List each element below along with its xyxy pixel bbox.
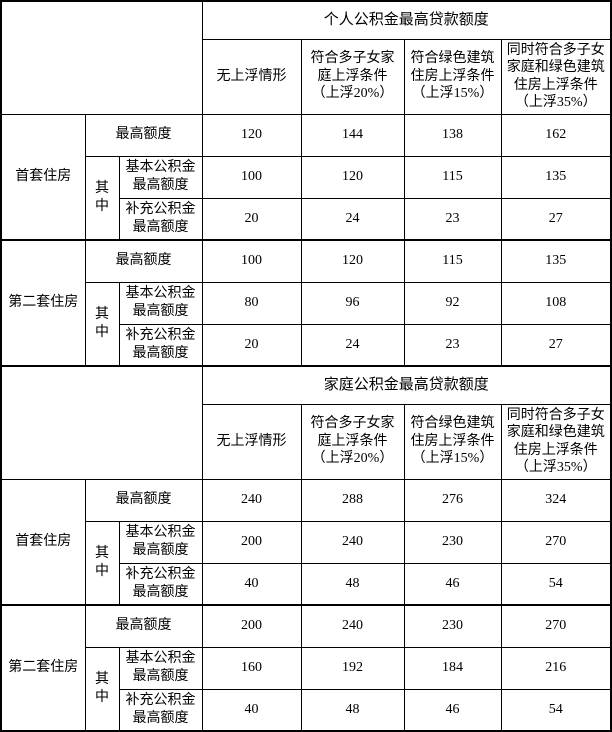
value-cell: 144	[300, 113, 405, 157]
value-cell: 40	[201, 562, 302, 606]
section-title: 个人公积金最高贷款额度	[201, 0, 612, 40]
table-row: 补充公积金最高额度 40 48 46 54	[1, 562, 612, 606]
row-label: 最高额度	[84, 604, 203, 648]
value-cell: 160	[201, 646, 302, 690]
value-cell: 100	[201, 155, 302, 199]
column-header-both-conditions: 同时符合多子女家庭和绿色建筑住房上浮条件（上浮35%）	[500, 38, 612, 115]
value-cell: 135	[500, 239, 612, 283]
row-label: 基本公积金最高额度	[118, 646, 203, 690]
value-cell: 108	[500, 281, 612, 325]
value-cell: 24	[300, 323, 405, 367]
column-header-green-building: 符合绿色建筑住房上浮条件（上浮15%）	[403, 403, 502, 480]
value-cell: 200	[201, 604, 302, 648]
section-2-title-row: 家庭公积金最高贷款额度	[0, 365, 612, 480]
value-cell: 20	[201, 197, 302, 241]
corner-cell	[0, 365, 203, 480]
table-row: 第二套住房 最高额度 200 240 230 270	[0, 604, 612, 732]
value-cell: 48	[300, 562, 405, 606]
value-cell: 276	[403, 478, 502, 522]
column-header-multi-child: 符合多子女家庭上浮条件（上浮20%）	[300, 38, 405, 115]
value-cell: 120	[300, 155, 405, 199]
among-label: 其中	[84, 155, 120, 241]
value-cell: 240	[201, 478, 302, 522]
table-row: 第二套住房 最高额度 100 120 115 135	[0, 239, 612, 367]
value-cell: 23	[403, 323, 502, 367]
table-row: 补充公积金最高额度 20 24 23 27	[1, 323, 612, 367]
value-cell: 80	[201, 281, 302, 325]
row-label: 最高额度	[84, 239, 203, 283]
value-cell: 27	[500, 323, 612, 367]
section-2-column-header-row: 无上浮情形 符合多子女家庭上浮条件（上浮20%） 符合绿色建筑住房上浮条件（上浮…	[1, 403, 612, 480]
value-cell: 270	[500, 604, 612, 648]
value-cell: 200	[201, 520, 302, 564]
housing-type-label: 第二套住房	[0, 239, 86, 367]
value-cell: 270	[500, 520, 612, 564]
column-header-green-building: 符合绿色建筑住房上浮条件（上浮15%）	[403, 38, 502, 115]
table-row: 其中 基本公积金最高额度 80 96 92 108	[1, 281, 612, 367]
value-cell: 46	[403, 562, 502, 606]
column-header-multi-child: 符合多子女家庭上浮条件（上浮20%）	[300, 403, 405, 480]
value-cell: 162	[500, 113, 612, 157]
value-cell: 92	[403, 281, 502, 325]
table-row: 其中 基本公积金最高额度 160 192 184 216	[1, 646, 612, 732]
value-cell: 96	[300, 281, 405, 325]
row-label: 补充公积金最高额度	[118, 197, 203, 241]
corner-cell	[0, 0, 203, 115]
among-label: 其中	[84, 646, 120, 732]
value-cell: 120	[201, 113, 302, 157]
value-cell: 27	[500, 197, 612, 241]
value-cell: 216	[500, 646, 612, 690]
value-cell: 20	[201, 323, 302, 367]
value-cell: 54	[500, 562, 612, 606]
table-row: 首套住房 最高额度 240 288 276 324	[0, 478, 612, 606]
table-row: 其中 基本公积金最高额度 200 240 230 270	[1, 520, 612, 606]
value-cell: 192	[300, 646, 405, 690]
housing-type-label: 首套住房	[0, 113, 86, 241]
value-cell: 115	[403, 155, 502, 199]
table-row: 首套住房 最高额度 120 144 138 162	[0, 113, 612, 241]
column-header-no-uplift: 无上浮情形	[201, 38, 302, 115]
value-cell: 324	[500, 478, 612, 522]
among-label: 其中	[84, 281, 120, 367]
row-label: 基本公积金最高额度	[118, 520, 203, 564]
value-cell: 115	[403, 239, 502, 283]
value-cell: 288	[300, 478, 405, 522]
section-title: 家庭公积金最高贷款额度	[201, 365, 612, 405]
row-label: 基本公积金最高额度	[118, 155, 203, 199]
row-label: 基本公积金最高额度	[118, 281, 203, 325]
value-cell: 48	[300, 688, 405, 732]
row-label: 补充公积金最高额度	[118, 323, 203, 367]
among-label: 其中	[84, 520, 120, 606]
value-cell: 100	[201, 239, 302, 283]
value-cell: 240	[300, 604, 405, 648]
row-label: 补充公积金最高额度	[118, 562, 203, 606]
column-header-both-conditions: 同时符合多子女家庭和绿色建筑住房上浮条件（上浮35%）	[500, 403, 612, 480]
value-cell: 120	[300, 239, 405, 283]
value-cell: 135	[500, 155, 612, 199]
value-cell: 54	[500, 688, 612, 732]
value-cell: 230	[403, 604, 502, 648]
value-cell: 24	[300, 197, 405, 241]
value-cell: 46	[403, 688, 502, 732]
value-cell: 184	[403, 646, 502, 690]
value-cell: 40	[201, 688, 302, 732]
section-1-title-row: 个人公积金最高贷款额度	[0, 0, 612, 115]
value-cell: 23	[403, 197, 502, 241]
housing-type-label: 第二套住房	[0, 604, 86, 732]
value-cell: 230	[403, 520, 502, 564]
value-cell: 138	[403, 113, 502, 157]
column-header-no-uplift: 无上浮情形	[201, 403, 302, 480]
row-label: 最高额度	[84, 113, 203, 157]
housing-type-label: 首套住房	[0, 478, 86, 606]
row-label: 补充公积金最高额度	[118, 688, 203, 732]
table-row: 其中 基本公积金最高额度 100 120 115 135	[1, 155, 612, 241]
table-row: 补充公积金最高额度 20 24 23 27	[1, 197, 612, 241]
section-1-column-header-row: 无上浮情形 符合多子女家庭上浮条件（上浮20%） 符合绿色建筑住房上浮条件（上浮…	[1, 38, 612, 115]
row-label: 最高额度	[84, 478, 203, 522]
value-cell: 240	[300, 520, 405, 564]
